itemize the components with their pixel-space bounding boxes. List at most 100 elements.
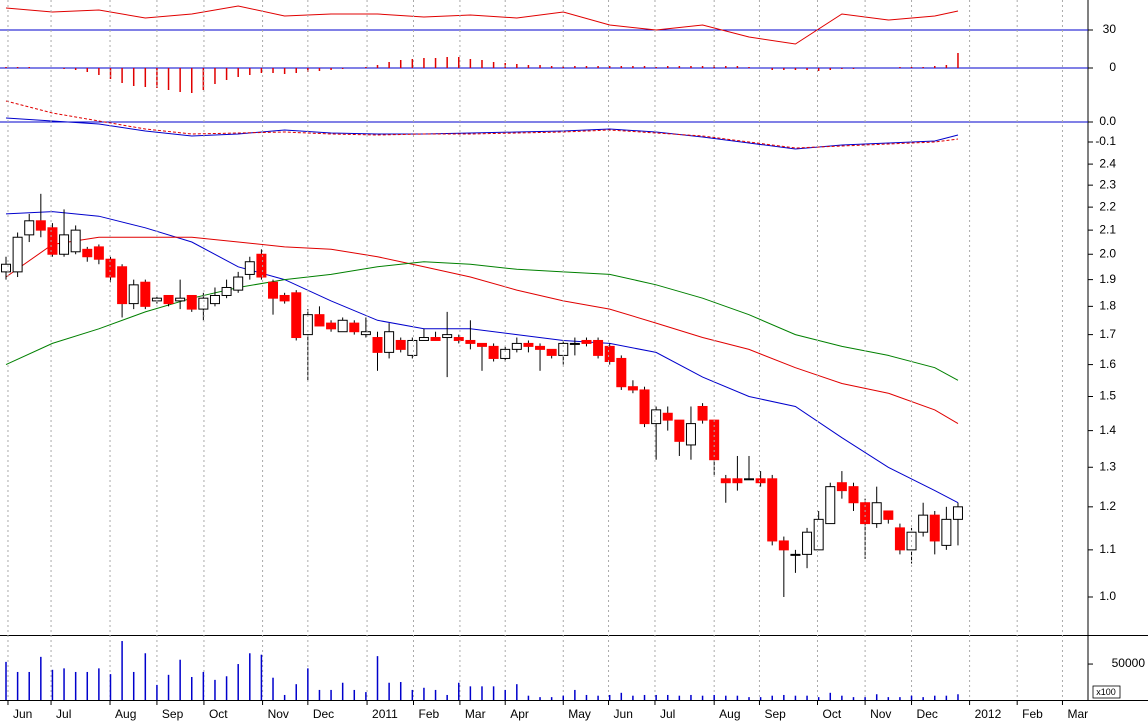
candle-body (349, 322, 360, 333)
y-tick-label: 1.8 (1099, 299, 1116, 313)
candle-body (35, 220, 46, 231)
x-tick-label: Jun (13, 707, 32, 721)
y-tick-label: -0.1 (1095, 134, 1116, 148)
bar (701, 695, 704, 700)
candle-body (465, 339, 476, 344)
bar (608, 66, 611, 68)
bar (423, 687, 425, 700)
bar (353, 689, 356, 700)
bar (725, 66, 727, 68)
candle-body (59, 234, 70, 255)
bar (283, 68, 286, 74)
bar (365, 692, 367, 700)
candle-body (755, 478, 766, 484)
candle-body (198, 297, 209, 310)
bar (144, 653, 147, 700)
bar (295, 68, 297, 73)
candle-body (802, 531, 813, 555)
x-tick-label: Feb (418, 707, 439, 721)
bar (841, 68, 843, 69)
y-tick-label: 2.2 (1099, 199, 1116, 213)
candle-body (105, 258, 116, 278)
candle-body (337, 319, 348, 333)
candle-body (569, 342, 580, 345)
bar (237, 68, 239, 77)
bar (945, 65, 948, 68)
candle-body (941, 518, 952, 546)
y-tick-label: 2.3 (1099, 177, 1116, 191)
bar (28, 671, 30, 700)
bar (74, 671, 77, 700)
bar (179, 68, 181, 92)
bar (458, 682, 460, 700)
candle-body (24, 220, 35, 236)
bar (666, 694, 669, 700)
candle-body (268, 281, 279, 299)
candle-body (836, 482, 847, 492)
x-tick-label: Mar (465, 707, 486, 721)
bar (899, 697, 901, 700)
candle-body (767, 478, 778, 542)
bar (748, 67, 750, 68)
bar (167, 68, 170, 90)
x-tick-label: Oct (209, 707, 228, 721)
candle-body (871, 502, 882, 525)
indicator-line (5, 100, 959, 149)
bar (585, 66, 588, 68)
bar (399, 682, 402, 700)
candle-body (302, 314, 313, 336)
bar (469, 59, 472, 68)
bar (643, 694, 646, 700)
bar (191, 676, 193, 700)
candle-body (326, 322, 337, 330)
bar (922, 697, 924, 700)
y-tick-label: 2.4 (1099, 156, 1116, 170)
bar (527, 695, 530, 700)
x-tick-label: Nov (870, 707, 891, 721)
bar (341, 682, 344, 700)
bar (492, 686, 495, 700)
bar (191, 68, 193, 93)
candle-body (523, 342, 534, 347)
bar (86, 671, 89, 700)
y-tick-label: 1.4 (1099, 423, 1116, 437)
candle-body (732, 478, 743, 484)
y-tick-label: 2.0 (1099, 246, 1116, 260)
candle-body (209, 294, 220, 305)
bar (423, 58, 425, 68)
indicator-line (5, 211, 959, 504)
bar (713, 694, 715, 700)
x-tick-label: Aug (719, 707, 740, 721)
bar (574, 689, 576, 700)
bar (74, 68, 77, 70)
x-tick-label: Mar (1067, 707, 1088, 721)
candle-body (175, 297, 186, 302)
bar (794, 68, 797, 70)
bar (260, 68, 263, 73)
y-tick-label: 0 (1109, 60, 1116, 74)
bar (539, 697, 541, 700)
indicator-line (5, 236, 959, 425)
bar (330, 68, 332, 70)
candle-body (488, 345, 499, 359)
bar (167, 674, 170, 700)
y-tick-label: 1.9 (1099, 272, 1116, 286)
bar (678, 695, 681, 700)
x-tick-label: 2012 (975, 707, 1002, 721)
bar (550, 66, 553, 68)
bar (295, 684, 297, 700)
candle-body (813, 518, 824, 551)
bar (957, 53, 959, 68)
candle-body (372, 337, 383, 353)
bar (411, 59, 414, 68)
candle-body (233, 276, 244, 291)
y-tick-label: 1.6 (1099, 357, 1116, 371)
bar (783, 694, 785, 700)
candle-body (314, 314, 325, 327)
bar (388, 682, 390, 700)
candle-body (860, 502, 871, 525)
bar (829, 692, 832, 700)
bar (121, 68, 123, 83)
bar (225, 676, 228, 700)
candle-body (407, 339, 418, 356)
